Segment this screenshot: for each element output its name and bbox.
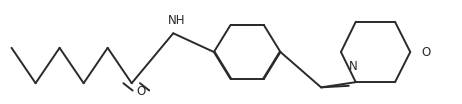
Text: NH: NH (168, 14, 186, 27)
Text: N: N (349, 60, 358, 73)
Text: O: O (422, 46, 431, 58)
Text: O: O (136, 85, 146, 98)
